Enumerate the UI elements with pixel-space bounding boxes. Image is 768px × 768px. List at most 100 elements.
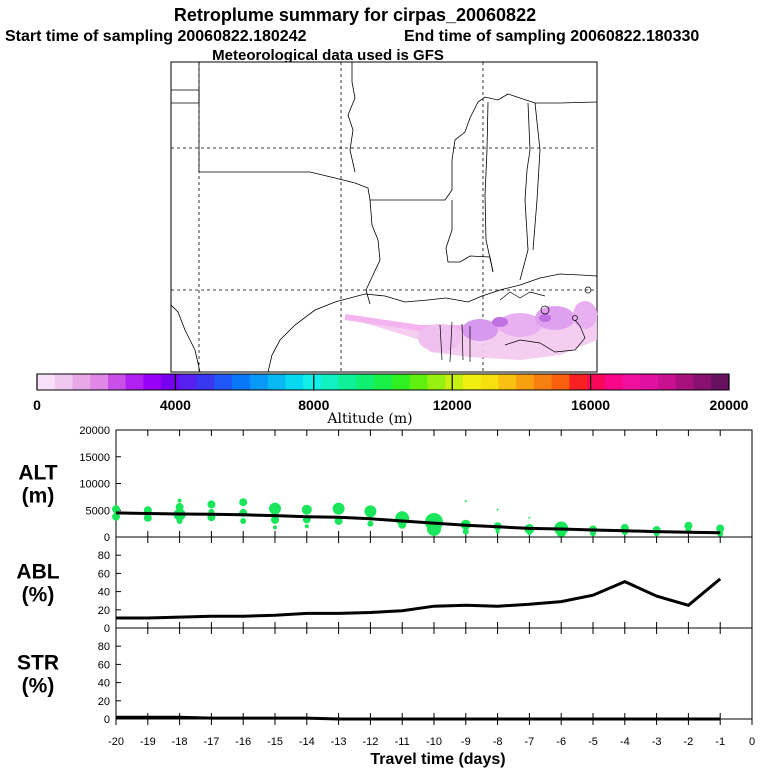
colorbar-swatch — [675, 374, 694, 390]
colorbar-swatch — [622, 374, 641, 390]
panel-frame — [115, 627, 753, 720]
panel-ylabel: ALT — [18, 462, 57, 485]
x-tick-label: -10 — [426, 736, 442, 748]
colorbar-swatch — [90, 374, 109, 390]
colorbar-tick-label: 8000 — [298, 397, 329, 413]
altitude-point — [528, 516, 531, 519]
colorbar-swatch — [569, 374, 588, 390]
x-tick-label: -16 — [235, 736, 251, 748]
time-series-panels: 05000100001500020000ALT(m)020406080ABL(%… — [16, 425, 755, 748]
met-data-label: Meteorological data used is GFS — [212, 47, 444, 64]
altitude-point — [177, 498, 182, 503]
colorbar-label: Altitude (m) — [326, 411, 412, 427]
colorbar-swatch — [391, 374, 411, 390]
altitude-point — [176, 517, 183, 524]
panel-ylabel: STR — [17, 652, 59, 675]
colorbar-swatch — [658, 374, 677, 390]
colorbar-swatch — [161, 374, 180, 390]
x-tick-label: -12 — [362, 736, 378, 748]
altitude-point — [207, 500, 216, 509]
colorbar-swatch — [320, 374, 340, 390]
altitude-point — [527, 531, 532, 536]
altitude-point — [398, 520, 407, 529]
colorbar-swatch — [143, 374, 162, 390]
colorbar-swatch — [196, 374, 215, 390]
x-tick-label: -18 — [172, 736, 188, 748]
y-tick-label: 20 — [98, 605, 110, 617]
abl-series-line — [116, 577, 722, 620]
y-tick-label: 15000 — [79, 452, 110, 464]
colorbar-swatch — [587, 374, 606, 390]
y-tick-label: 40 — [98, 678, 110, 690]
altitude-point — [269, 502, 281, 515]
colorbar-swatch — [640, 374, 659, 390]
x-tick-label: -4 — [620, 736, 630, 748]
x-tick-label: -7 — [525, 736, 535, 748]
colorbar-swatch — [516, 374, 535, 390]
colorbar-swatch — [409, 374, 428, 390]
panel-alt: 0 5000 10000 15000 20000 ALT(m) — [18, 425, 753, 544]
colorbar-swatch — [303, 374, 322, 390]
colorbar-swatch — [214, 374, 233, 390]
colorbar-tick-label: 0 — [33, 397, 41, 413]
altitude-point — [301, 504, 312, 515]
altitude-point — [143, 513, 152, 522]
altitude-colorbar: 0 4000 8000 12000 16000 20000 — [33, 373, 749, 413]
altitude-point — [273, 525, 277, 530]
retroplume-path — [344, 286, 598, 363]
altitude-point — [427, 521, 441, 536]
colorbar-swatch — [462, 374, 481, 390]
colorbar-swatch — [533, 374, 552, 390]
start-time-label: Start time of sampling 20060822.180242 — [5, 28, 307, 45]
y-tick-label: 80 — [98, 641, 110, 653]
colorbar-swatch — [374, 374, 393, 390]
x-tick-label: -1 — [715, 736, 725, 748]
colorbar-swatch — [285, 374, 304, 390]
y-tick-label: 10000 — [79, 479, 110, 491]
y-tick-label: 60 — [98, 568, 110, 580]
altitude-point — [240, 517, 247, 524]
panel-yunit: (%) — [22, 584, 55, 607]
altitude-point — [334, 516, 343, 525]
altitude-point — [590, 530, 596, 537]
y-tick-label: 20000 — [79, 425, 110, 437]
colorbar-swatch — [54, 374, 73, 390]
y-tick-label: 20 — [98, 696, 110, 708]
x-tick-label: -3 — [652, 736, 662, 748]
altitude-point — [464, 500, 467, 503]
end-time-label: End time of sampling 20060822.180330 — [404, 28, 699, 45]
x-tick-label: -6 — [556, 736, 566, 748]
colorbar-swatch — [711, 374, 730, 390]
panel-frame — [115, 536, 753, 629]
panel-yunit: (m) — [22, 485, 55, 508]
colorbar-tick-label: 4000 — [160, 397, 191, 413]
y-tick-label: 0 — [104, 714, 110, 726]
y-tick-label: 5000 — [86, 505, 110, 517]
altitude-point — [239, 498, 248, 507]
y-tick-label: 80 — [98, 550, 110, 562]
colorbar-swatch — [551, 374, 570, 390]
altitude-point — [462, 528, 469, 535]
x-axis-label: Travel time (days) — [370, 751, 505, 768]
colorbar-swatch — [445, 374, 464, 390]
colorbar-swatch — [72, 374, 91, 390]
altitude-point — [496, 508, 499, 511]
x-tick-label: -8 — [493, 736, 503, 748]
colorbar-swatch — [427, 374, 446, 390]
altitude-point — [367, 520, 374, 527]
altitude-point — [684, 521, 693, 530]
x-tick-label: -11 — [395, 736, 410, 748]
figure-title: Retroplume summary for cirpas_20060822 — [174, 5, 536, 25]
altitude-point — [716, 524, 725, 533]
panel-str: 0 20 40 60 80 STR(%) — [17, 627, 753, 726]
x-tick-label: -19 — [140, 736, 156, 748]
x-tick-label: -9 — [461, 736, 471, 748]
colorbar-swatch — [498, 374, 517, 390]
colorbar-swatch — [693, 374, 712, 390]
x-tick-label: -20 — [108, 736, 124, 748]
x-tick-label: -15 — [267, 736, 283, 748]
colorbar-swatch — [37, 374, 56, 390]
x-tick-label: -2 — [684, 736, 694, 748]
colorbar-tick-label: 20000 — [710, 397, 749, 413]
